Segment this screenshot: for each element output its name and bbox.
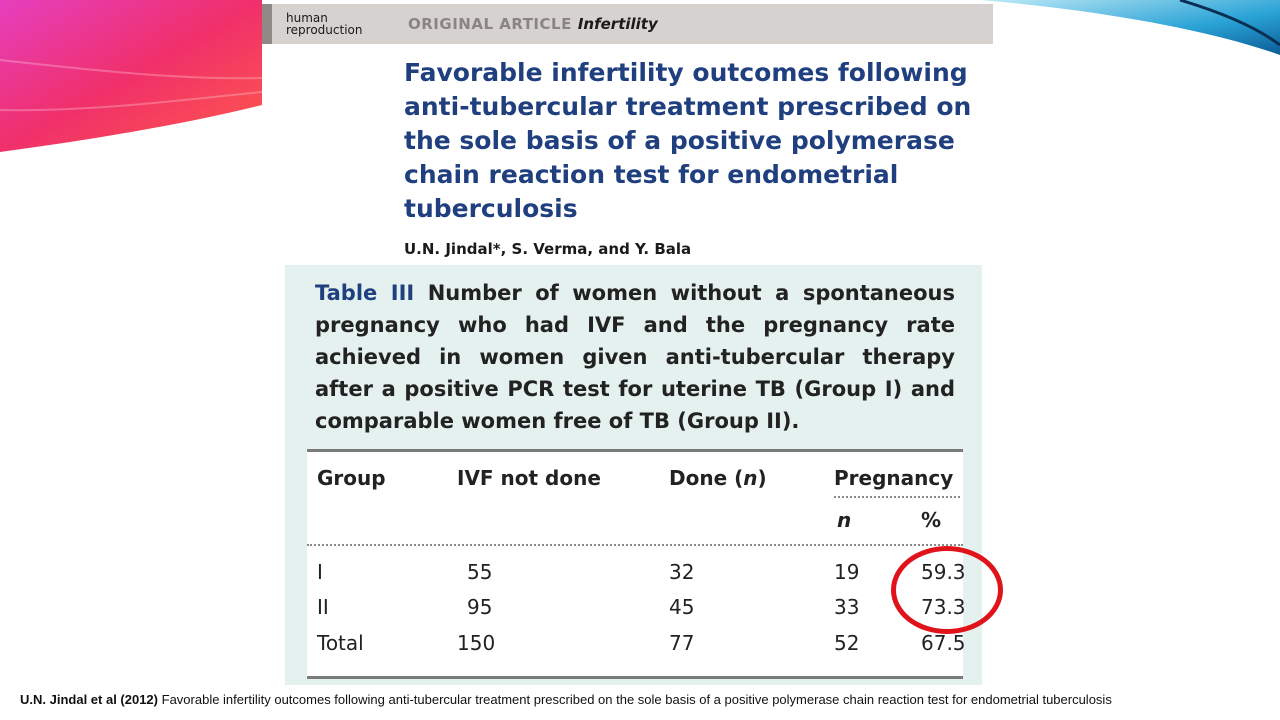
total-done: 77 — [669, 631, 695, 655]
data-table: Group IVF not done Done (n) Pregnancy n … — [307, 449, 966, 679]
table-label: Table III — [315, 281, 415, 305]
highlight-circle — [891, 546, 1003, 634]
header-done-suffix: ) — [757, 466, 767, 490]
slide-decoration-right — [980, 0, 1280, 55]
citation-footnote: U.N. Jindal et al (2012) Favorable infer… — [20, 692, 1270, 707]
table-caption: Table III Number of women without a spon… — [315, 277, 955, 437]
header-pregnancy-n: n — [837, 508, 852, 532]
row1-pregnancy-n: 19 — [834, 560, 860, 584]
journal-name-line2: reproduction — [286, 23, 363, 37]
journal-name: human reproduction — [272, 12, 408, 36]
slide-decoration-left — [0, 0, 262, 152]
row1-group: I — [317, 560, 323, 584]
row1-done: 32 — [669, 560, 695, 584]
total-pregnancy-n: 52 — [834, 631, 860, 655]
total-pregnancy-pct: 67.5 — [921, 631, 966, 655]
row2-done: 45 — [669, 595, 695, 619]
total-ivf-not-done: 150 — [457, 631, 496, 655]
row2-ivf-not-done: 95 — [467, 595, 493, 619]
row2-pregnancy-n: 33 — [834, 595, 860, 619]
article-topic: Infertility — [577, 15, 658, 33]
journal-header: human reproduction ORIGINAL ARTICLE Infer… — [262, 4, 993, 44]
total-group: Total — [317, 631, 364, 655]
header-pregnancy: Pregnancy — [834, 466, 954, 490]
header-done: Done (n) — [669, 466, 767, 490]
header-stripe — [262, 4, 272, 44]
journal-name-line1: human — [286, 11, 328, 25]
article-title: Favorable infertility outcomes following… — [404, 58, 972, 223]
header-divider — [307, 544, 963, 546]
pregnancy-underline — [834, 496, 960, 498]
table-caption-text: Number of women without a spontaneous pr… — [315, 281, 956, 433]
article-type: ORIGINAL ARTICLE Infertility — [408, 15, 658, 33]
citation-authors: U.N. Jindal et al (2012) — [20, 692, 158, 707]
table-panel: Table III Number of women without a spon… — [285, 265, 982, 685]
row2-group: II — [317, 595, 329, 619]
citation-text: Favorable infertility outcomes following… — [161, 692, 1112, 707]
header-pregnancy-pct: % — [921, 508, 942, 532]
header-ivf-not-done: IVF not done — [457, 466, 601, 490]
header-group: Group — [317, 466, 386, 490]
article-authors: U.N. Jindal*, S. Verma, and Y. Bala — [404, 240, 692, 258]
row1-ivf-not-done: 55 — [467, 560, 493, 584]
article-type-label: ORIGINAL ARTICLE — [408, 15, 572, 33]
header-done-n: n — [743, 466, 758, 490]
header-done-prefix: Done ( — [669, 466, 744, 490]
